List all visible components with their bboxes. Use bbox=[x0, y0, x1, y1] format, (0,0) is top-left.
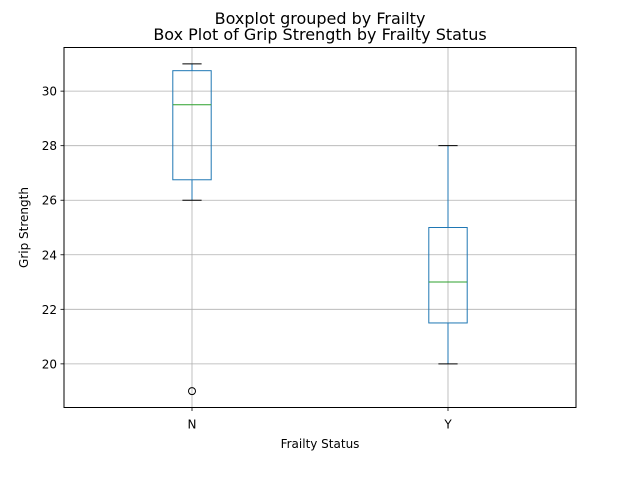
box-iqr bbox=[172, 70, 212, 181]
y-axis-label: Grip Strength bbox=[17, 187, 31, 268]
x-axis-label: Frailty Status bbox=[281, 437, 360, 451]
y-tick-label: 20 bbox=[42, 357, 57, 371]
y-tick-label: 24 bbox=[42, 248, 57, 262]
ticks-layer: 20 22 24 26 28 30 N Y bbox=[42, 85, 453, 432]
outlier-point bbox=[188, 387, 196, 396]
y-tick-label: 22 bbox=[42, 303, 57, 317]
y-tick-label: 30 bbox=[42, 85, 57, 99]
box-iqr bbox=[428, 227, 468, 324]
y-tick-label: 28 bbox=[42, 139, 57, 153]
boxes-layer bbox=[172, 63, 468, 396]
chart-title: Box Plot of Grip Strength by Frailty Sta… bbox=[153, 25, 486, 44]
box-group bbox=[172, 63, 212, 396]
y-tick-label: 26 bbox=[42, 194, 57, 208]
plot-frame bbox=[63, 47, 577, 408]
chart-suptitle: Boxplot grouped by Frailty bbox=[215, 9, 426, 28]
x-tick-label: N bbox=[188, 418, 197, 432]
x-tick-label: Y bbox=[443, 418, 452, 432]
box-group bbox=[428, 145, 468, 365]
grid-layer bbox=[64, 47, 576, 408]
